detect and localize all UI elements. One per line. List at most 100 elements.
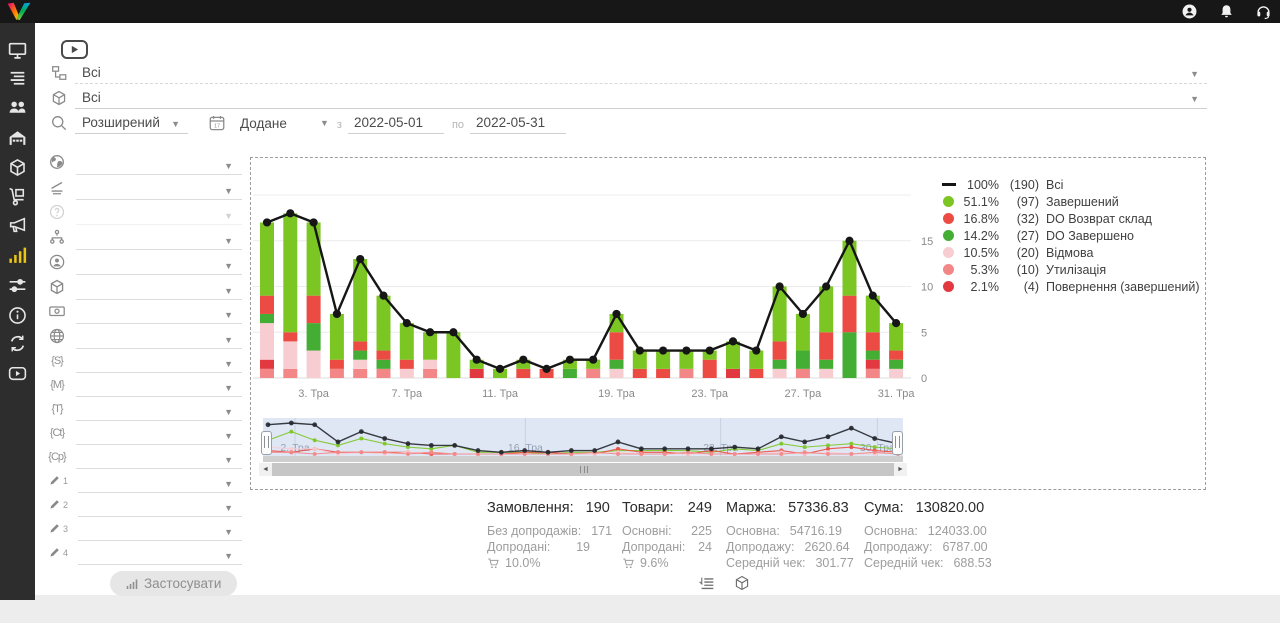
category-select-value: Всі (82, 65, 101, 80)
apply-button-label: Застосувати (144, 576, 222, 591)
stat-value: 130820.00 (915, 500, 985, 516)
legend-item[interactable]: 100% (190) Всі (941, 176, 1200, 193)
filter-row-banknote: ▼ (48, 300, 242, 324)
scrollbar-track[interactable] (272, 463, 894, 476)
date-to-label: по (451, 119, 465, 131)
tag-M-select[interactable]: ▼ (76, 374, 242, 397)
scroll-left-button[interactable]: ◄ (259, 463, 272, 476)
caret-down-icon: ▼ (224, 160, 233, 171)
pencil-4-select[interactable]: ▼ (78, 542, 242, 565)
caret-down-icon: ▼ (1190, 94, 1199, 104)
legend-swatch (941, 264, 956, 275)
sidebar-item-products[interactable] (7, 157, 28, 178)
search-mode-select[interactable]: Розширений ▼ (75, 115, 188, 134)
caret-down-icon: ▼ (171, 119, 180, 129)
product-select[interactable]: Всі ▼ (75, 90, 1207, 109)
legend-item[interactable]: 5.3% (10) Утилізація (941, 261, 1200, 278)
date-field-select[interactable]: Додане (233, 116, 320, 134)
stat-value: 190 (585, 500, 610, 516)
sidebar-item-analytics[interactable] (7, 245, 28, 266)
sidebar-item-marketing[interactable] (7, 215, 28, 236)
banknote-select[interactable]: ▼ (76, 301, 242, 324)
brush-handle-right[interactable] (892, 431, 903, 455)
dolly-icon (7, 186, 28, 207)
stat-sub-value: 124033.00 (927, 524, 987, 538)
list-view-icon[interactable] (698, 574, 716, 592)
scroll-right-button[interactable]: ► (894, 463, 907, 476)
date-to-input[interactable]: 2022-05-31 (470, 115, 567, 134)
bell-icon[interactable] (1218, 3, 1235, 20)
earth-select[interactable]: ▼ (76, 152, 242, 175)
legend-swatch (941, 213, 956, 224)
pencil-3-select[interactable]: ▼ (78, 518, 242, 541)
sidebar-item-warehouse[interactable] (7, 127, 28, 148)
apply-button[interactable]: Застосувати (110, 571, 238, 596)
legend-item[interactable]: 51.1% (97) Завершений (941, 193, 1200, 210)
pencil-2-select[interactable]: ▼ (78, 494, 242, 517)
date-from-label: з (336, 119, 342, 131)
question-select[interactable]: ▼ (76, 202, 242, 225)
legend-item[interactable]: 16.8% (32) DO Возврат склад (941, 210, 1200, 227)
legend-count: (32) (1016, 211, 1039, 226)
date-from-input[interactable]: 2022-05-01 (347, 115, 444, 134)
svg-text:7. Тра: 7. Тра (392, 388, 423, 400)
sidebar-item-video[interactable] (7, 363, 28, 384)
minimap-chart[interactable]: 2. Тра 16. Тра 23. Тра 30. Тра (263, 418, 903, 462)
filter-row-question: ▼ (48, 201, 242, 225)
svg-text:10: 10 (921, 282, 933, 294)
app-logo (5, 1, 33, 22)
filter-row-user-circle: ▼ (48, 251, 242, 275)
scrollbar-thumb[interactable] (272, 463, 894, 476)
caret-down-icon: ▼ (224, 309, 233, 320)
caret-down-icon: ▼ (1190, 69, 1199, 79)
sidebar-item-supply[interactable] (7, 186, 28, 207)
svg-text:17: 17 (214, 124, 220, 130)
user-icon[interactable] (1181, 3, 1198, 20)
topbar (0, 0, 1280, 23)
sidebar-item-customers[interactable] (7, 97, 28, 118)
globe-icon (48, 327, 66, 345)
legend-item[interactable]: 2.1% (4) Повернення (завершений) (941, 278, 1200, 295)
caret-down-icon: ▼ (224, 430, 233, 441)
brush-handle-left[interactable] (261, 431, 272, 455)
tag-T-select[interactable]: ▼ (76, 398, 242, 421)
sidebar-item-settings[interactable] (7, 275, 28, 296)
tag-Cp-select[interactable]: ▼ (76, 446, 242, 469)
main-chart-svg[interactable]: 3. Тра 7. Тра 11. Тра 19. Тра 23. Тра 27. Тра… (253, 164, 953, 414)
horizontal-scrollbar: ◄ ► (259, 463, 907, 476)
video-tutorial-button[interactable] (61, 40, 88, 59)
stat-sub-value: 24 (698, 540, 712, 554)
info-icon (7, 305, 28, 326)
legend-count: (97) (1016, 194, 1039, 209)
svg-text:3. Тра: 3. Тра (298, 388, 329, 400)
svg-text:0: 0 (921, 373, 927, 385)
sitemap-select[interactable]: ▼ (76, 227, 242, 250)
users-icon (7, 97, 28, 118)
cube-select[interactable]: ▼ (76, 277, 242, 300)
legend-label: DO Завершено (1046, 228, 1134, 243)
sidebar-item-orders[interactable] (7, 68, 28, 89)
ruler-select[interactable]: ▼ (76, 177, 242, 200)
svg-text:5: 5 (921, 327, 927, 339)
product-view-icon[interactable] (733, 574, 751, 592)
filter-row-category: Всі ▼ (50, 64, 1207, 84)
category-select[interactable]: Всі ▼ (75, 65, 1207, 84)
legend-swatch (941, 196, 956, 207)
caret-down-icon: ▼ (224, 382, 233, 393)
user-circle-select[interactable]: ▼ (76, 252, 242, 275)
legend-count: (10) (1016, 262, 1039, 277)
sidebar-item-dashboard[interactable] (7, 40, 28, 61)
filter-row-tag-Cp: {Cp} ▼ (48, 445, 242, 469)
caret-down-icon: ▼ (224, 334, 233, 345)
tag-Ct-select[interactable]: ▼ (76, 422, 242, 445)
support-headset-icon[interactable] (1255, 3, 1272, 20)
sitemap-icon (48, 228, 66, 246)
globe-select[interactable]: ▼ (76, 326, 242, 349)
sidebar-item-info[interactable] (7, 305, 28, 326)
legend-item[interactable]: 10.5% (20) Відмова (941, 244, 1200, 261)
product-box-icon (50, 89, 68, 107)
tag-S-select[interactable]: ▼ (76, 350, 242, 373)
pencil-1-select[interactable]: ▼ (78, 470, 242, 493)
legend-item[interactable]: 14.2% (27) DO Завершено (941, 227, 1200, 244)
sidebar-item-sync[interactable] (7, 333, 28, 354)
